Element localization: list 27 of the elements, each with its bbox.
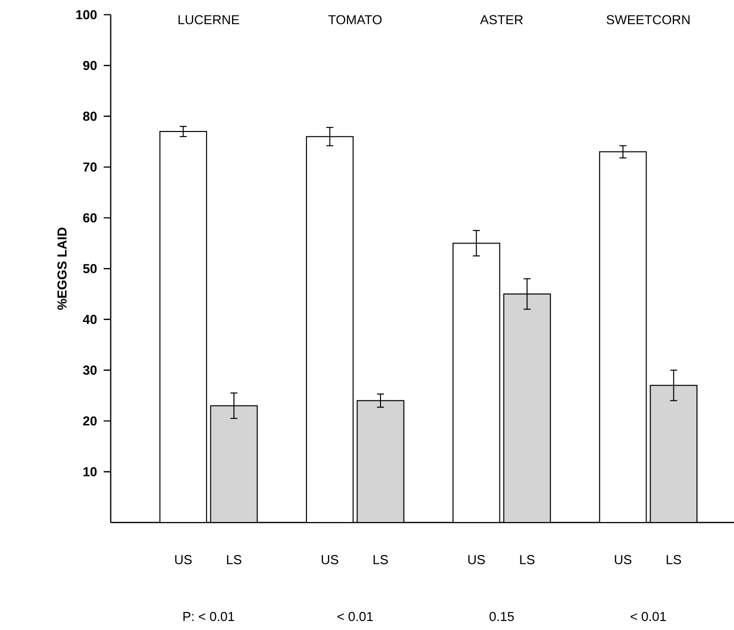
x-tick-label: LS [227,555,242,564]
text: P: < 0.01 [183,612,234,622]
annotation: ASTER [480,15,523,24]
text: 0.15 [490,612,514,622]
y-tick-label: 40 [82,314,97,324]
x-tick-label: LS [666,555,682,564]
y-tick-label: 50 [83,264,97,274]
x-tick-label: US [468,555,485,564]
x-tick-label: LS [520,555,534,564]
x-tick-label: LS [374,555,388,564]
y-tick-label: 80 [83,112,97,121]
x-tick-label: US [175,555,192,564]
y-tick-label: 100 [76,10,97,20]
y-tick-label: 70 [83,162,97,172]
x-tick-label: US [322,555,338,564]
annotation: SWEETCORN [606,15,690,24]
y-tick-label: 60 [83,213,97,222]
annotation: TOMATO [328,15,382,24]
y-tick-label: 10 [84,467,97,476]
y-tick-label: 30 [83,366,97,375]
y-tick-label: 20 [83,416,97,426]
x-tick-label: US [614,555,632,564]
y-tick-label: 90 [83,60,97,70]
text: < 0.01 [338,612,373,622]
y-axis-title: %EGGS LAID [57,228,67,310]
text: < 0.01 [630,612,666,622]
annotation: LUCERNE [178,15,240,24]
